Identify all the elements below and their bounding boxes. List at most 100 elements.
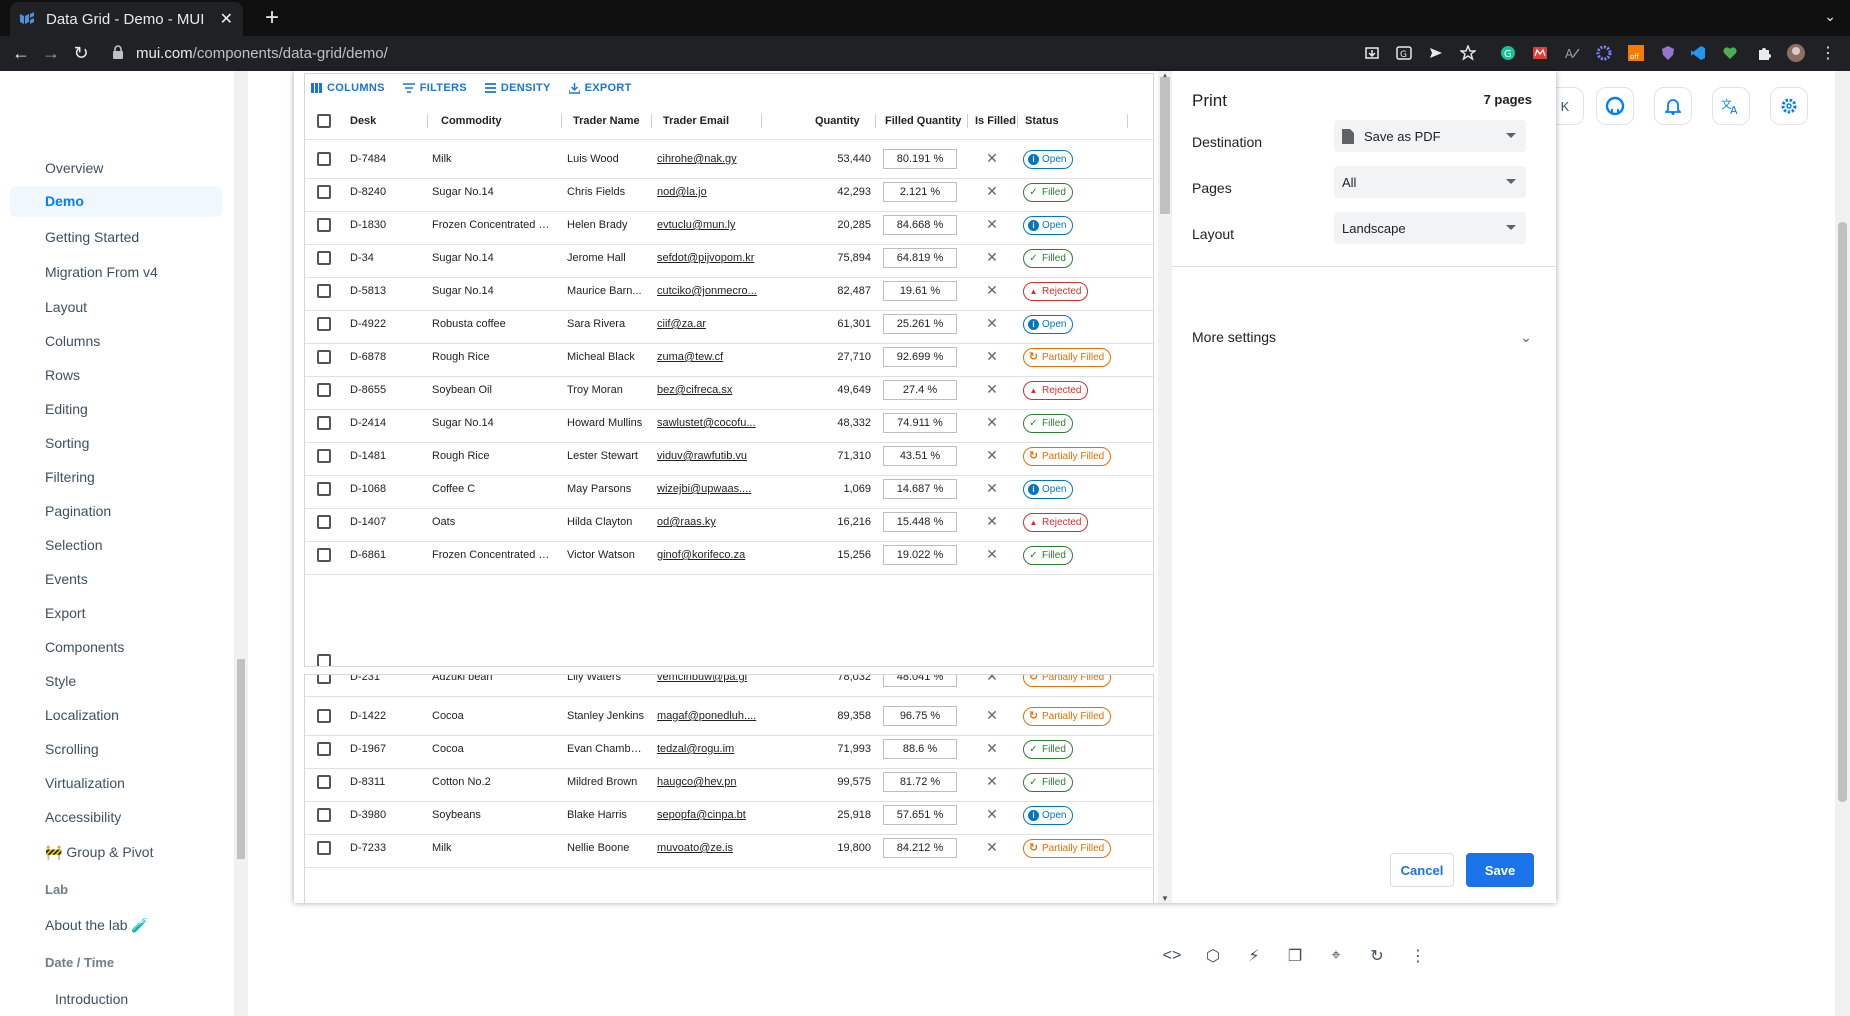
row-checkbox[interactable] <box>317 548 331 562</box>
sidebar-item-editing[interactable]: Editing <box>45 401 88 417</box>
row-checkbox[interactable] <box>317 742 331 756</box>
row-checkbox[interactable] <box>317 675 331 684</box>
reset-focus-icon[interactable]: ⌖ <box>1331 947 1341 964</box>
copy-icon[interactable]: ❐ <box>1287 948 1303 965</box>
header-filled-quantity[interactable]: Filled Quantity <box>885 115 962 127</box>
cell-trader-email[interactable]: ciif@za.ar <box>657 318 707 330</box>
sidebar-item-getting-started[interactable]: Getting Started <box>45 229 140 245</box>
settings-gear-icon[interactable] <box>1770 87 1808 125</box>
row-checkbox[interactable] <box>317 841 331 855</box>
puzzle-extensions-icon[interactable] <box>1754 43 1774 63</box>
table-row-partial[interactable]: D-231 Adzuki bean Lily Waters vemcinbuw@pa.… <box>305 674 1153 697</box>
reload-icon[interactable]: ↻ <box>73 43 89 63</box>
sidebar-scrollbar[interactable] <box>234 71 248 1016</box>
sidebar-item-events[interactable]: Events <box>45 571 88 587</box>
notifications-icon[interactable] <box>1654 87 1692 125</box>
table-row[interactable]: D-7233 Milk Nellie Boone muvoato@ze.is 19,80… <box>305 829 1153 868</box>
tab-close-icon[interactable]: ✕ <box>219 11 233 28</box>
table-row[interactable]: D-34 Sugar No.14 Jerome Hall sefdot@pijvopo… <box>305 239 1153 278</box>
cell-trader-email[interactable]: evtuclu@mun.ly <box>657 219 736 231</box>
vscode-icon[interactable] <box>1688 43 1708 63</box>
extension-red-icon[interactable] <box>1530 43 1550 63</box>
row-checkbox[interactable] <box>317 515 331 529</box>
row-checkbox[interactable] <box>317 152 331 166</box>
stackblitz-bolt-icon[interactable]: ⚡ <box>1248 948 1260 965</box>
cell-trader-email[interactable]: wizejbi@upwaas.... <box>657 483 752 495</box>
sidebar-item-migration-from-v4[interactable]: Migration From v4 <box>45 264 158 280</box>
reset-demo-icon[interactable]: ↻ <box>1370 948 1384 965</box>
table-row[interactable]: D-7484 Milk Luis Wood cihrohe@nak.gy 53,440 8… <box>305 140 1153 179</box>
spellcheck-icon[interactable]: A <box>1562 43 1582 63</box>
columns-button[interactable]: COLUMNS <box>311 82 385 94</box>
table-row[interactable]: D-1068 Coffee C May Parsons wizejbi@upwaas.… <box>305 470 1153 509</box>
sidebar-item-components[interactable]: Components <box>45 639 125 655</box>
cell-trader-email[interactable]: cutciko@jonmecro... <box>657 285 757 297</box>
header-trader-email[interactable]: Trader Email <box>663 115 730 127</box>
select-all-checkbox[interactable] <box>317 114 331 128</box>
more-settings-toggle[interactable]: More settings ⌄ <box>1192 329 1532 345</box>
sidebar-item-style[interactable]: Style <box>45 673 77 689</box>
row-checkbox[interactable] <box>317 383 331 397</box>
header-trader-name[interactable]: Trader Name <box>573 115 640 127</box>
save-button[interactable]: Save <box>1466 853 1534 887</box>
table-row[interactable]: D-6878 Rough Rice Micheal Black zuma@tew.cf… <box>305 338 1153 377</box>
layout-select[interactable]: Landscape <box>1334 212 1526 244</box>
sidebar-scroll-thumb[interactable] <box>237 659 245 859</box>
row-checkbox[interactable] <box>317 449 331 463</box>
off-extension-icon[interactable]: off <box>1626 43 1646 63</box>
cell-trader-email[interactable]: sefdot@pijvopom.kr <box>657 252 755 264</box>
cancel-button[interactable]: Cancel <box>1390 853 1454 887</box>
table-row[interactable]: D-8240 Sugar No.14 Chris Fields nod@la.jo 42… <box>305 173 1153 212</box>
install-icon[interactable] <box>1362 43 1382 63</box>
preview-scrollbar[interactable]: ▲ ▼ <box>1158 71 1172 903</box>
sidebar-item-rows[interactable]: Rows <box>45 367 81 383</box>
page-scrollbar[interactable] <box>1835 71 1850 1016</box>
code-icon[interactable]: <> <box>1162 947 1182 964</box>
filters-button[interactable]: FILTERS <box>402 82 467 94</box>
github-icon[interactable] <box>1596 87 1634 125</box>
table-row[interactable]: D-8655 Soybean Oil Troy Moran bez@cifreca.s… <box>305 371 1153 410</box>
sidebar-item-filtering[interactable]: Filtering <box>45 469 95 485</box>
sidebar-item-scrolling[interactable]: Scrolling <box>45 741 99 757</box>
cell-trader-email[interactable]: sawlustet@cocofu... <box>657 417 756 429</box>
table-row[interactable]: D-1830 Frozen Concentrated Or... Helen Bra… <box>305 206 1153 245</box>
cell-trader-email[interactable]: ginof@korifeco.za <box>657 549 746 561</box>
grammarly-icon[interactable]: G <box>1498 43 1518 63</box>
table-row[interactable]: D-1481 Rough Rice Lester Stewart viduv@rawf… <box>305 437 1153 476</box>
cell-trader-email[interactable]: vemcinbuw@pa.gl <box>657 674 748 683</box>
cell-trader-email[interactable]: muvoato@ze.is <box>657 842 733 854</box>
cell-trader-email[interactable]: tedzal@rogu.im <box>657 743 735 755</box>
row-checkbox[interactable] <box>317 416 331 430</box>
cell-trader-email[interactable]: zuma@tew.cf <box>657 351 724 363</box>
tab-search-icon[interactable]: ⌄ <box>1824 8 1836 24</box>
header-commodity[interactable]: Commodity <box>441 115 502 127</box>
sidebar-item-group-pivot[interactable]: 🚧 Group & Pivot <box>45 844 154 860</box>
cell-trader-email[interactable]: bez@cifreca.sx <box>657 384 733 396</box>
translate-icon[interactable]: G <box>1394 43 1414 63</box>
row-checkbox[interactable] <box>317 709 331 723</box>
table-row[interactable]: D-6861 Frozen Concentrated Or... Victor Wa… <box>305 536 1153 575</box>
shield-extension-icon[interactable] <box>1658 43 1678 63</box>
pages-select[interactable]: All <box>1334 166 1526 198</box>
header-desk[interactable]: Desk <box>350 115 377 127</box>
row-checkbox[interactable] <box>317 808 331 822</box>
codesandbox-icon[interactable]: ⬡ <box>1206 948 1220 965</box>
row-checkbox[interactable] <box>317 350 331 364</box>
sidebar-item-columns[interactable]: Columns <box>45 333 101 349</box>
cell-trader-email[interactable]: sepopfa@cinpa.bt <box>657 809 746 821</box>
sidebar-item-sorting[interactable]: Sorting <box>45 435 90 451</box>
table-row[interactable]: D-8311 Cotton No.2 Mildred Brown haugco@hev… <box>305 763 1153 802</box>
table-row[interactable]: D-1967 Cocoa Evan Chambers tedzal@rogu.im 71… <box>305 730 1153 769</box>
row-checkbox[interactable] <box>317 218 331 232</box>
cell-trader-email[interactable]: od@raas.ky <box>657 516 716 528</box>
forward-icon[interactable]: → <box>42 43 60 63</box>
sidebar-item-introduction[interactable]: Introduction <box>55 991 129 1007</box>
header-is-filled[interactable]: Is Filled <box>975 115 1016 127</box>
browser-tab[interactable]: Data Grid - Demo - MUI ✕ <box>10 2 243 36</box>
header-status[interactable]: Status <box>1025 115 1059 127</box>
cell-trader-email[interactable]: haugco@hev.pn <box>657 776 737 788</box>
row-checkbox[interactable] <box>317 185 331 199</box>
row-checkbox[interactable] <box>317 482 331 496</box>
bookmark-star-icon[interactable] <box>1458 43 1478 63</box>
